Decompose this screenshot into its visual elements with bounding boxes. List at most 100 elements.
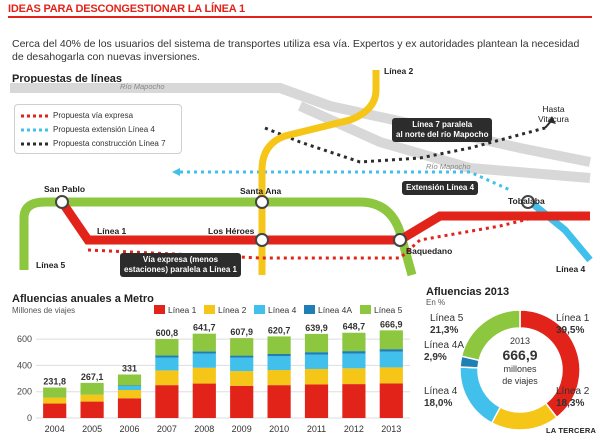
bar-chart-title: Afluencias anuales a Metro [12,293,154,305]
pie-chart [459,309,581,431]
linea7-proposed [264,126,546,164]
y-tick-label: 400 [17,360,32,370]
pie-center-unit-1: millones [503,364,537,374]
bar-segment [155,357,179,371]
bar-segment [43,387,67,398]
pie-title: Afluencias 2013 [426,286,510,298]
bar-total-label: 600,8 [156,328,179,338]
map-legend: Propuesta vía expresa Propuesta extensió… [14,104,182,154]
label-linea2: Línea 2 [384,66,414,76]
callout-extension: Extensión Línea 4 [402,181,479,195]
x-tick-label: 2007 [157,424,177,434]
pie-center: 2013 666,9 millones de viajes [480,335,560,387]
bar-segment [43,403,67,418]
bar-segment [155,355,179,358]
bar-segment [117,386,142,391]
station-los-heroes [255,233,269,247]
bar-segment [267,370,291,386]
pie-unit: En % [426,298,446,307]
x-tick-label: 2010 [269,424,289,434]
bar-total-label: 666,9 [380,320,403,329]
header-rule [8,3,592,18]
pie-label-linea1: Línea 1 39,5% [556,313,590,336]
bar-total-label: 231,8 [43,377,66,387]
bar-segment [192,333,216,352]
bar-segment [342,332,366,352]
bar-total-label: 641,7 [193,323,216,333]
bar-segment [267,353,291,357]
x-tick-label: 2012 [344,424,364,434]
source-credit: LA TERCERA [546,426,597,435]
label-linea1: Línea 1 [97,226,127,236]
bar-segment [80,401,104,418]
legend-extension-l4: Propuesta extensión Línea 4 [53,125,155,134]
bar-total-label: 620,7 [268,325,291,335]
bar-segment [342,353,366,369]
bar-total-label: 639,9 [305,323,328,333]
intro-text: Cerca del 40% de los usuarios del sistem… [12,38,580,63]
linea4-extension [180,170,511,192]
x-tick-label: 2011 [307,424,326,434]
bar-segment [267,385,291,418]
vitacura-arrow-head [548,116,556,124]
linea5-track [19,197,417,277]
bar-segment [117,385,142,387]
y-tick-label: 0 [27,413,32,423]
bar-legend-linea4: Línea 4 [254,305,296,315]
page-title: IDEAS PARA DESCONGESTIONAR LA LÍNEA 1 [8,3,245,15]
bar-segment [379,349,403,352]
label-san-pablo: San Pablo [44,184,86,194]
x-tick-label: 2009 [232,424,252,434]
bar-segment [342,384,366,418]
bar-legend-linea2: Línea 2 [204,305,246,315]
bar-segment [117,374,142,386]
bar-segment [155,339,179,356]
legend-via-expresa: Propuesta vía expresa [53,111,134,120]
bar-segment [230,371,254,386]
bar-segment [304,384,329,418]
x-tick-label: 2004 [45,424,65,434]
label-linea4: Línea 4 [556,264,586,274]
pie-center-unit-2: de viajes [502,376,538,386]
bar-segment [379,367,403,384]
pie-label-linea4a: Línea 4A 2,9% [424,340,465,363]
bar-segment [342,368,366,385]
bar-segment [379,330,403,350]
via-expresa-proposed [87,213,546,260]
rio-mapocho-top: Río Mapocho [120,82,165,91]
bar-segment [230,357,254,372]
y-tick-label: 200 [17,387,32,397]
bar-total-label: 267,1 [81,372,104,382]
bar-segment [155,370,179,386]
bar-segment [304,352,329,355]
bar-segment [304,333,329,353]
bar-segment [155,385,179,418]
bar-segment [267,336,291,354]
linea2-track [258,70,380,275]
legend-linea7: Propuesta construcción Línea 7 [53,139,166,148]
bar-segment [267,356,291,371]
bar-segment [230,338,254,356]
station-santa-ana [255,195,269,209]
bar-chart-subtitle: Millones de viajes [12,306,76,315]
bar-segment [304,354,329,369]
callout-linea7: Línea 7 paralela al norte del río Mapoch… [392,118,493,142]
pie-label-linea2: Línea 2 18,3% [556,386,590,409]
pie-label-linea5: Línea 5 21,3% [430,313,464,336]
linea4-track [525,197,593,263]
label-tobalaba: Tobalaba [508,196,545,206]
bar-segment [230,355,254,358]
label-hasta-vitacura: Hasta Vitacura [538,104,570,124]
river-band-top [10,83,591,167]
label-linea5: Línea 5 [36,260,66,270]
label-los-heroes: Los Héroes [208,226,255,236]
bar-segment [379,383,403,418]
pie-center-value: 666,9 [502,347,538,363]
x-tick-label: 2013 [381,424,401,434]
bar-segment [192,367,216,384]
bar-segment [192,353,216,368]
station-san-pablo [55,195,69,209]
bar-segment [192,351,216,354]
pie-label-linea4: Línea 4 18,0% [424,386,458,409]
